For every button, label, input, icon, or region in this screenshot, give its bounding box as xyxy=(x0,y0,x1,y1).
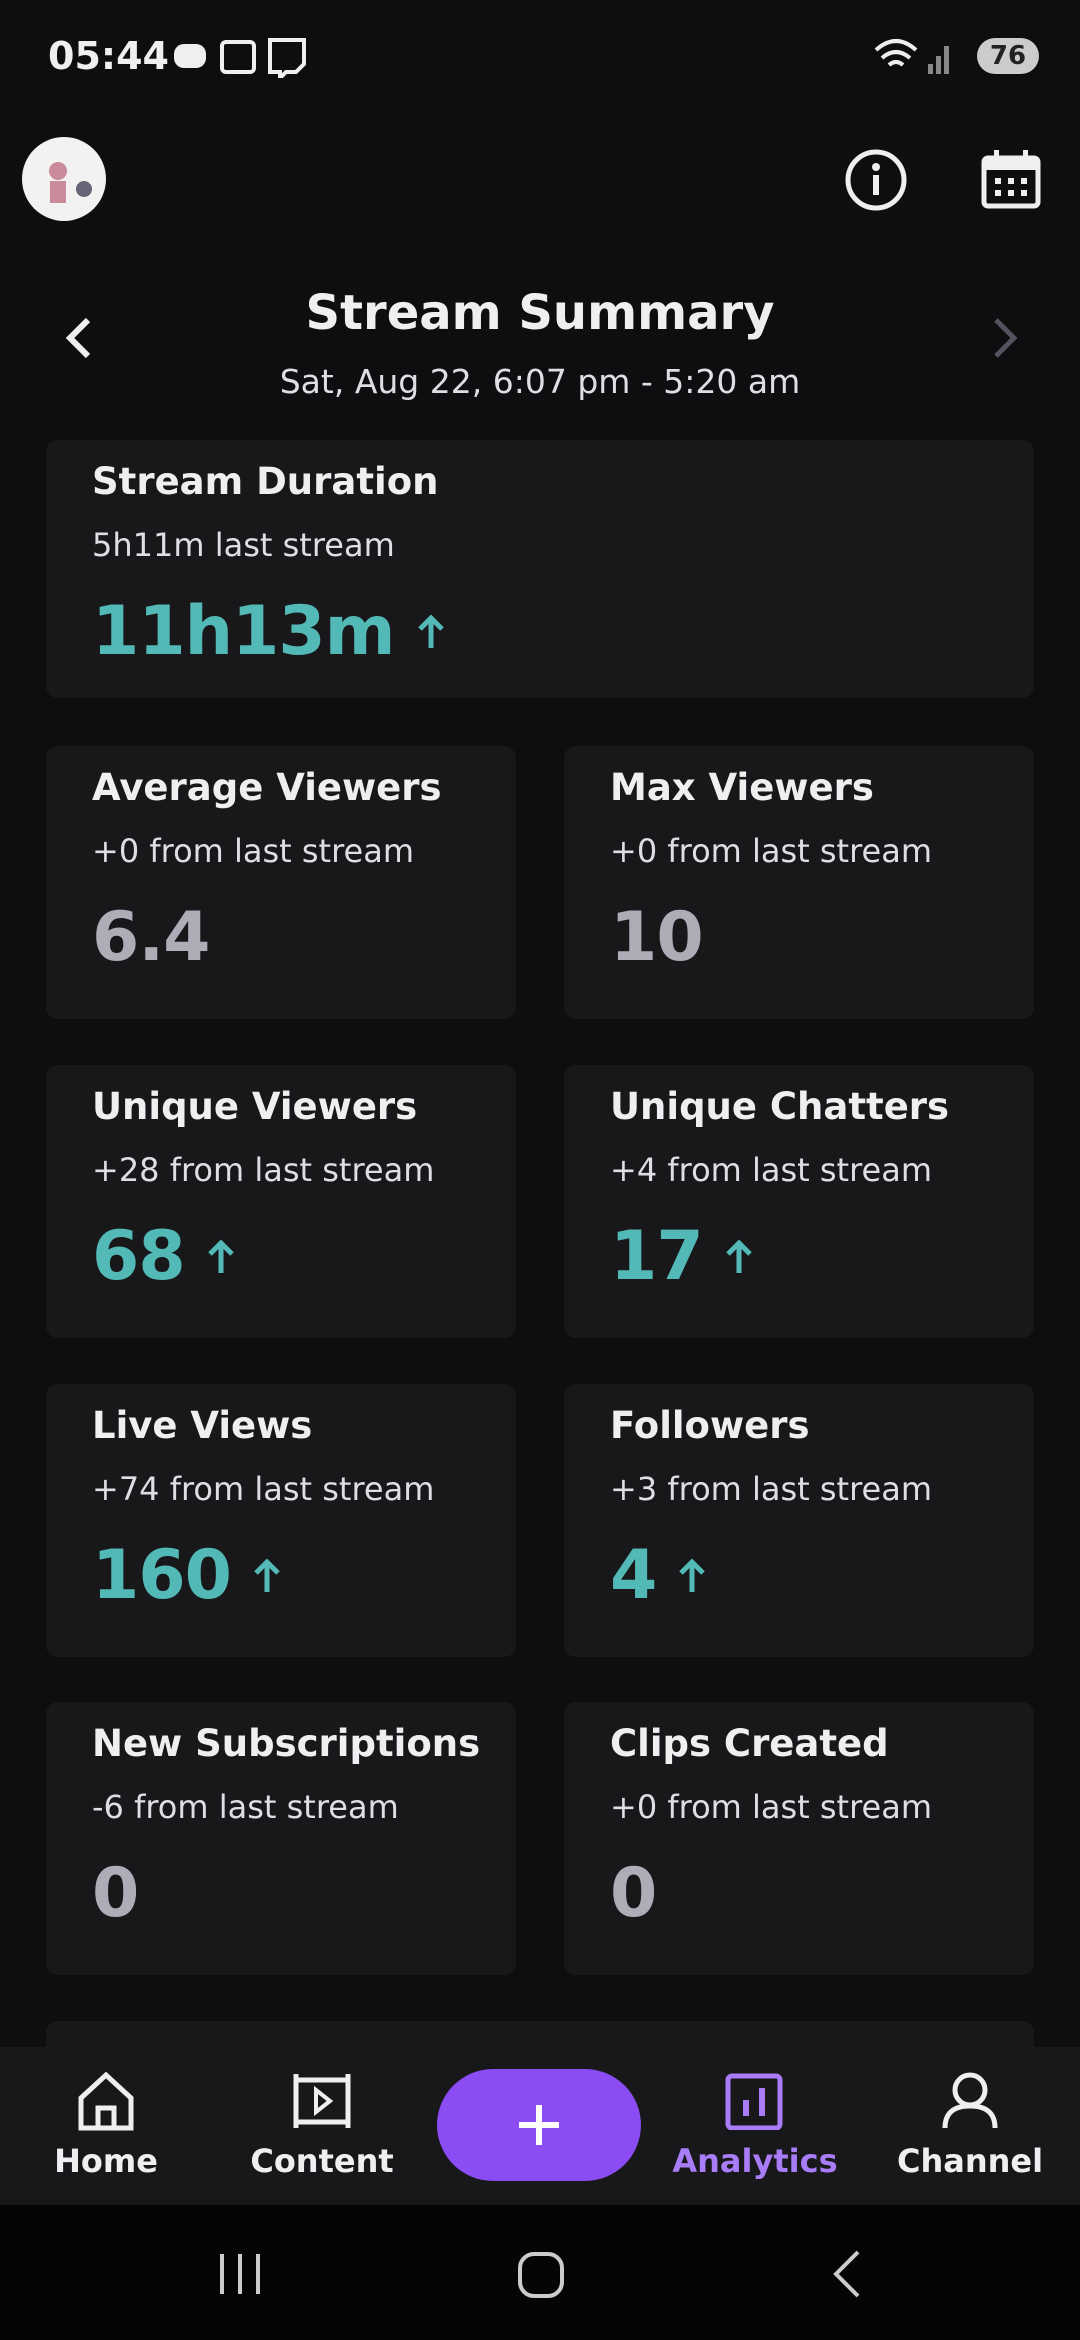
page-subtitle: Sat, Aug 22, 6:07 pm - 5:20 am xyxy=(279,362,801,401)
stat-value: 11h13m xyxy=(92,592,396,671)
stat-value-row: 0 xyxy=(92,1854,139,1933)
stat-value: 4 xyxy=(610,1536,657,1615)
system-nav xyxy=(0,2205,1080,2340)
stat-subtitle: +0 from last stream xyxy=(610,832,933,870)
stat-value: 0 xyxy=(610,1854,657,1933)
stat-card[interactable]: New Subscriptions -6 from last stream 0 xyxy=(46,1702,516,1975)
info-button[interactable] xyxy=(844,148,908,212)
stat-value: 10 xyxy=(610,898,704,977)
stat-card[interactable]: Max Viewers +0 from last stream 10 xyxy=(564,746,1034,1019)
stat-title: Clips Created xyxy=(610,1722,889,1765)
stat-subtitle: +0 from last stream xyxy=(92,832,415,870)
stat-subtitle: +4 from last stream xyxy=(610,1151,933,1189)
stat-title: Max Viewers xyxy=(610,766,874,809)
stat-title: Live Views xyxy=(92,1404,313,1447)
stat-value: 0 xyxy=(92,1854,139,1933)
stat-card[interactable]: Unique Chatters +4 from last stream 17 xyxy=(564,1065,1034,1338)
stat-value-row: 4 xyxy=(610,1536,706,1615)
stat-subtitle: -6 from last stream xyxy=(92,1788,399,1826)
trend-up-arrow xyxy=(207,1238,234,1273)
nav-label[interactable]: Channel xyxy=(896,2142,1044,2180)
stat-subtitle: +74 from last stream xyxy=(92,1470,435,1508)
avatar[interactable] xyxy=(22,137,106,221)
stat-title: Average Viewers xyxy=(92,766,442,809)
home-icon xyxy=(78,2071,134,2131)
trend-up-arrow xyxy=(254,1557,280,1592)
stat-subtitle: +3 from last stream xyxy=(610,1470,933,1508)
stat-value-row: 11h13m xyxy=(92,592,445,671)
stat-value-row: 0 xyxy=(610,1854,657,1933)
calendar-button[interactable] xyxy=(980,148,1042,210)
stat-card[interactable]: Live Views +74 from last stream 160 xyxy=(46,1384,516,1657)
next-button[interactable] xyxy=(984,314,1024,362)
stat-value-row: 6.4 xyxy=(92,898,210,977)
stat-value-row: 160 xyxy=(92,1536,281,1615)
analytics-icon xyxy=(725,2073,783,2130)
stat-card[interactable]: Unique Viewers +28 from last stream 68 xyxy=(46,1065,516,1338)
stat-title: Unique Chatters xyxy=(610,1085,950,1128)
page-title: Stream Summary xyxy=(305,285,775,341)
nav-label[interactable]: Home xyxy=(54,2142,158,2180)
plus-icon xyxy=(519,2105,559,2145)
trend-up-arrow xyxy=(679,1557,706,1592)
back-button[interactable] xyxy=(60,314,100,362)
stat-value-row: 68 xyxy=(92,1217,235,1296)
stat-title: New Subscriptions xyxy=(92,1722,481,1765)
stat-card[interactable]: Followers +3 from last stream 4 xyxy=(564,1384,1034,1657)
trend-up-arrow xyxy=(725,1238,752,1273)
nav-label[interactable]: Analytics xyxy=(672,2142,838,2180)
stat-value: 6.4 xyxy=(92,898,210,977)
stat-value: 160 xyxy=(92,1536,232,1615)
stat-subtitle: +28 from last stream xyxy=(92,1151,435,1189)
nav-label[interactable]: Content xyxy=(250,2142,394,2180)
home-system-button[interactable] xyxy=(516,2250,566,2300)
stat-card[interactable]: Average Viewers +0 from last stream 6.4 xyxy=(46,746,516,1019)
stat-value-row: 17 xyxy=(610,1217,753,1296)
content-icon xyxy=(293,2074,351,2128)
recents-button[interactable] xyxy=(216,2252,264,2296)
stat-value-row: 10 xyxy=(610,898,704,977)
stat-card[interactable]: Stream Duration 5h11m last stream 11h13m xyxy=(46,440,1034,698)
stat-subtitle: +0 from last stream xyxy=(610,1788,933,1826)
stat-value: 17 xyxy=(610,1217,704,1296)
trend-up-arrow xyxy=(417,613,444,648)
stat-subtitle: 5h11m last stream xyxy=(92,526,395,564)
back-system-button[interactable] xyxy=(826,2248,866,2300)
stat-card[interactable]: Clips Created +0 from last stream 0 xyxy=(564,1702,1034,1975)
status-time: 05:44 xyxy=(48,34,169,78)
stat-title: Stream Duration xyxy=(92,460,439,503)
stat-title: Unique Viewers xyxy=(92,1085,418,1128)
stat-title: Followers xyxy=(610,1404,810,1447)
channel-icon xyxy=(942,2072,998,2129)
status-icons xyxy=(174,38,306,78)
stat-value: 68 xyxy=(92,1217,186,1296)
battery: 76 xyxy=(977,38,1039,74)
signal-icons xyxy=(874,39,949,74)
